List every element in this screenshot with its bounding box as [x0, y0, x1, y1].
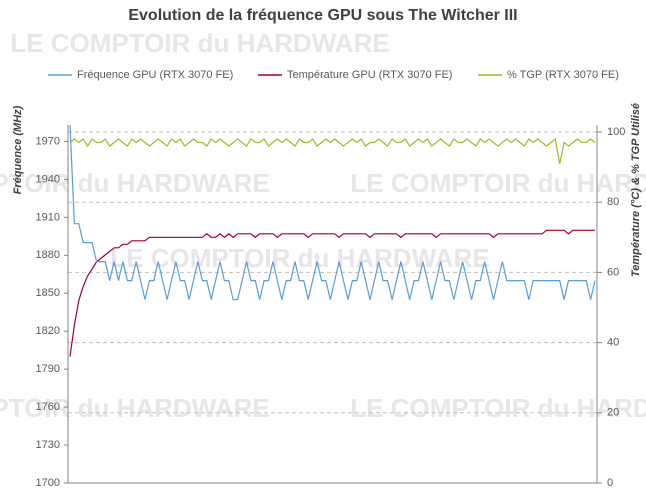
chart-title: Evolution de la fréquence GPU sous The W…	[128, 7, 517, 24]
watermark: LE COMPTOIR du HARDWARE	[0, 168, 270, 198]
legend-label: % TGP (RTX 3070 FE)	[507, 69, 619, 81]
series-line	[69, 229, 595, 357]
y2-tick-label: 40	[607, 337, 619, 349]
y2-tick-label: 20	[607, 407, 619, 419]
y-tick-label: 1910	[36, 211, 60, 223]
y-tick-label: 1790	[36, 363, 60, 375]
series-line	[69, 137, 596, 164]
y-tick-label: 1760	[36, 401, 60, 413]
watermark: LE COMPTOIR du HARDWARE	[10, 28, 389, 58]
y2-tick-label: 60	[607, 266, 619, 278]
watermark: LE COMPTOIR du HARDWARE	[0, 393, 270, 423]
y2-tick-label: 0	[607, 477, 613, 489]
y2-tick-label: 80	[607, 196, 619, 208]
y-tick-label: 1700	[36, 477, 60, 489]
legend-label: Fréquence GPU (RTX 3070 FE)	[77, 69, 233, 81]
watermark: LE COMPTOIR du HARDWARE	[350, 393, 646, 423]
y-tick-label: 1880	[36, 249, 60, 261]
y-axis-label: Fréquence (MHz)	[12, 105, 24, 194]
series-line	[69, 124, 596, 301]
y-tick-label: 1820	[36, 325, 60, 337]
y-tick-label: 1730	[36, 439, 60, 451]
legend-label: Température GPU (RTX 3070 FE)	[287, 69, 452, 81]
y2-tick-label: 100	[607, 126, 625, 138]
watermark: LE COMPTOIR du HARDWARE	[110, 243, 489, 273]
y-tick-label: 1850	[36, 287, 60, 299]
y-tick-label: 1970	[36, 135, 60, 147]
y2-axis-label: Température (°C) & % TGP Utilisé	[630, 103, 642, 277]
y-tick-label: 1940	[36, 173, 60, 185]
watermark: LE COMPTOIR du HARDWARE	[350, 168, 646, 198]
